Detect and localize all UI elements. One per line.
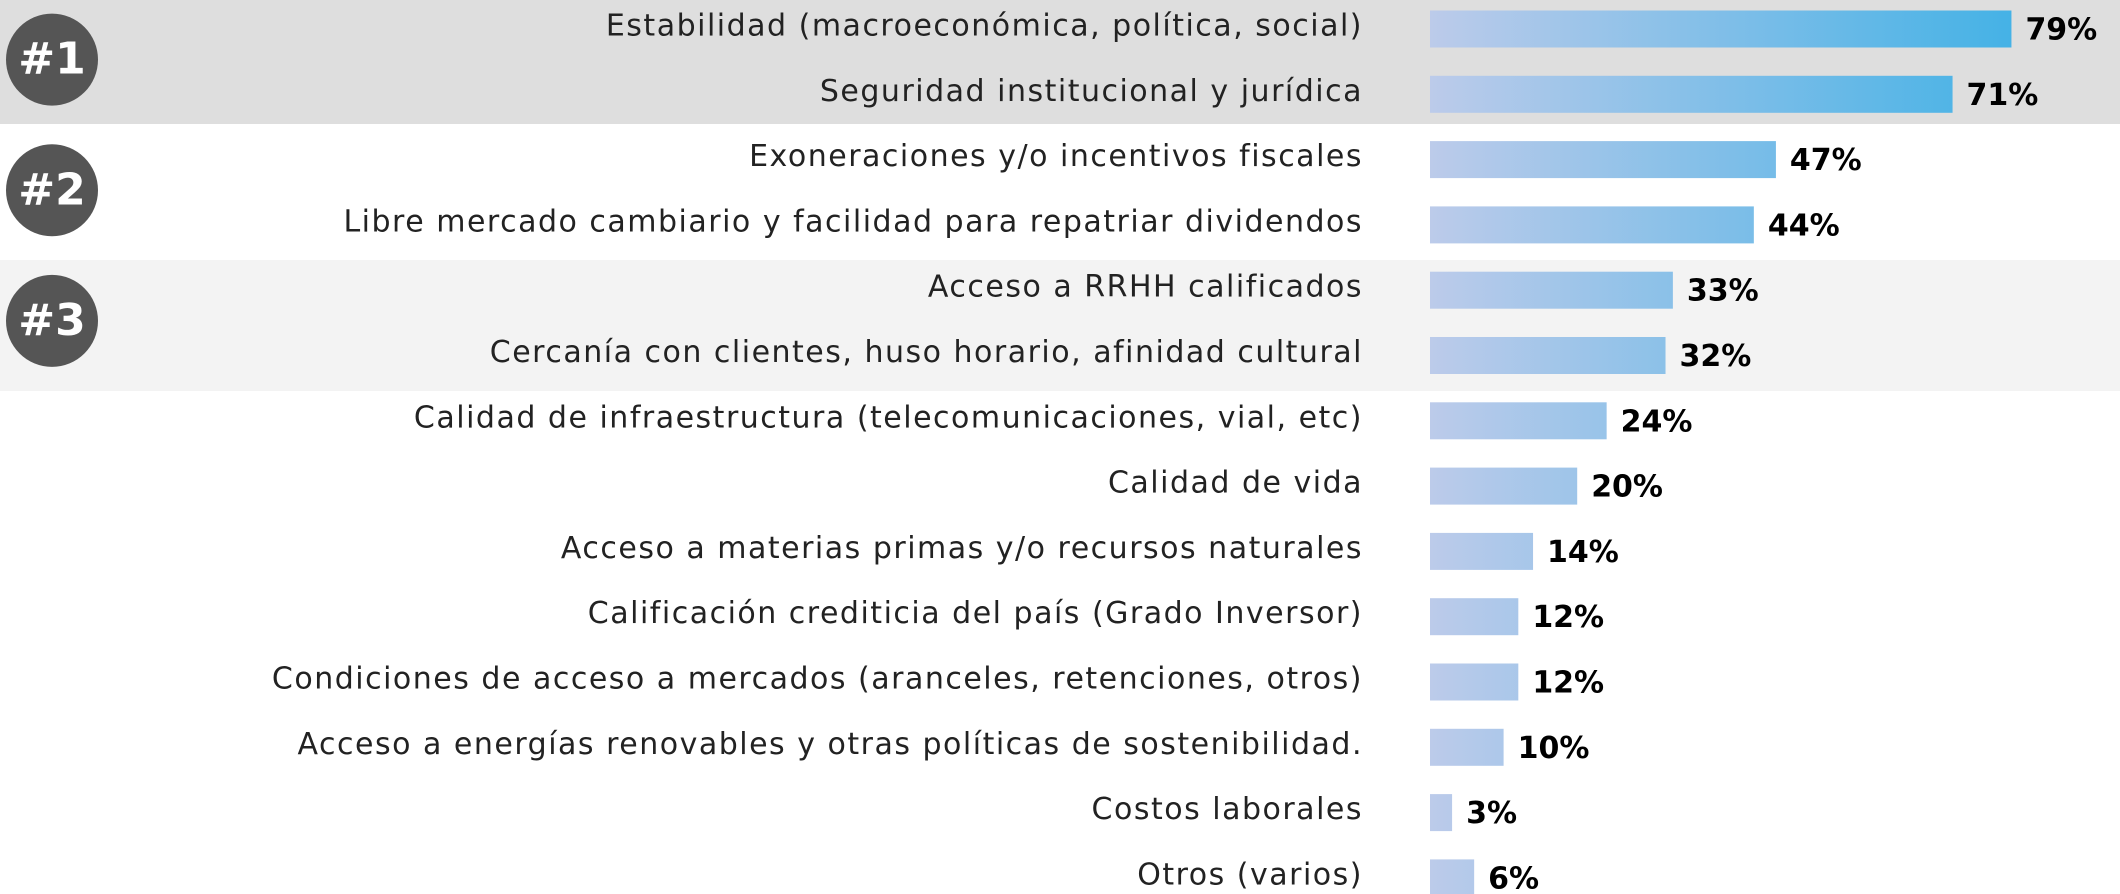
category-label: Condiciones de acceso a mercados (arance… <box>272 662 1363 697</box>
value-label: 12% <box>1532 666 1604 701</box>
value-label: 44% <box>1768 208 1840 243</box>
category-label: Cercanía con clientes, huso horario, afi… <box>490 335 1363 370</box>
rank-badge <box>6 274 98 367</box>
value-label: 32% <box>1680 339 1752 374</box>
rank-label: #1 <box>18 34 85 85</box>
bar <box>1430 75 1953 113</box>
category-label: Acceso a materias primas y/o recursos na… <box>561 531 1363 566</box>
category-label: Libre mercado cambiario y facilidad para… <box>343 204 1363 239</box>
rank-badge <box>6 13 98 106</box>
bar <box>1430 10 2012 48</box>
bar <box>1430 663 1519 701</box>
category-label: Estabilidad (macroeconómica, política, s… <box>606 9 1363 44</box>
bar <box>1430 859 1475 894</box>
value-label: 12% <box>1532 600 1604 635</box>
category-label: Calidad de infraestructura (telecomunica… <box>414 400 1363 435</box>
rank-band <box>0 260 2120 391</box>
bar <box>1430 794 1453 832</box>
category-label: Calificación crediticia del país (Grado … <box>588 596 1363 631</box>
value-label: 47% <box>1790 143 1862 178</box>
bar <box>1430 337 1666 374</box>
category-label: Exoneraciones y/o incentivos fiscales <box>749 139 1363 174</box>
bar <box>1430 271 1673 309</box>
category-label: Calidad de vida <box>1108 466 1363 501</box>
value-label: 14% <box>1547 535 1619 570</box>
bar <box>1430 728 1504 766</box>
category-label: Seguridad institucional y jurídica <box>820 74 1363 109</box>
rank-badge <box>6 144 98 237</box>
value-label: 71% <box>1967 78 2039 113</box>
category-label: Otros (varios) <box>1137 857 1363 892</box>
category-label: Costos laborales <box>1092 792 1363 827</box>
value-label: 6% <box>1488 861 1539 894</box>
rank-label: #2 <box>18 164 85 215</box>
rank-label: #3 <box>18 295 85 346</box>
category-label: Acceso a RRHH calificados <box>928 270 1363 305</box>
bar <box>1430 206 1754 244</box>
value-label: 20% <box>1591 470 1663 505</box>
category-label: Acceso a energías renovables y otras pol… <box>298 727 1363 762</box>
bar <box>1430 532 1534 570</box>
bar <box>1430 467 1578 505</box>
value-label: 24% <box>1621 404 1693 439</box>
bar <box>1430 402 1607 440</box>
value-label: 79% <box>2025 13 2097 48</box>
value-label: 10% <box>1518 731 1590 766</box>
bar <box>1430 141 1776 179</box>
bar <box>1430 598 1519 636</box>
value-label: 33% <box>1687 274 1759 309</box>
value-label: 3% <box>1466 796 1517 831</box>
